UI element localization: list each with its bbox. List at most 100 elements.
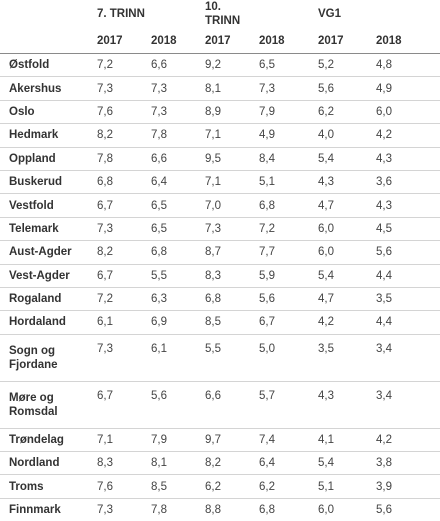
- value-cell: 4,3: [376, 147, 440, 170]
- region-name: Hedmark: [0, 124, 97, 147]
- value-cell: 4,3: [376, 194, 440, 217]
- value-cell: 5,0: [259, 334, 318, 381]
- region-name: Troms: [0, 475, 97, 498]
- value-cell: 4,8: [376, 54, 440, 77]
- value-cell: 3,9: [376, 475, 440, 498]
- value-cell: 6,0: [318, 217, 376, 240]
- value-cell: 4,9: [259, 124, 318, 147]
- region-name: Aust-Agder: [0, 241, 97, 264]
- value-cell: 5,1: [259, 170, 318, 193]
- group-header-spacer: [151, 0, 205, 28]
- group-header-spacer: [259, 0, 318, 28]
- region-name: Østfold: [0, 54, 97, 77]
- region-name: Sogn og Fjordane: [0, 334, 97, 381]
- group-header-10-trinn: 10. TRINN: [205, 0, 259, 28]
- value-cell: 5,4: [318, 147, 376, 170]
- value-cell: 5,6: [318, 77, 376, 100]
- value-cell: 4,4: [376, 311, 440, 334]
- value-cell: 7,8: [97, 147, 151, 170]
- value-cell: 4,2: [376, 124, 440, 147]
- value-cell: 7,3: [97, 334, 151, 381]
- value-cell: 6,7: [97, 381, 151, 428]
- value-cell: 6,6: [205, 381, 259, 428]
- region-name: Hordaland: [0, 311, 97, 334]
- value-cell: 4,7: [318, 194, 376, 217]
- group-header-vg1: VG1: [318, 0, 376, 28]
- value-cell: 4,3: [318, 381, 376, 428]
- value-cell: 7,6: [97, 100, 151, 123]
- value-cell: 6,6: [151, 54, 205, 77]
- value-cell: 9,5: [205, 147, 259, 170]
- value-cell: 7,3: [97, 77, 151, 100]
- region-name: Rogaland: [0, 287, 97, 310]
- value-cell: 6,8: [97, 170, 151, 193]
- value-cell: 8,1: [205, 77, 259, 100]
- year-header: 2017: [97, 28, 151, 54]
- value-cell: 6,2: [318, 100, 376, 123]
- value-cell: 6,5: [259, 54, 318, 77]
- value-cell: 9,2: [205, 54, 259, 77]
- value-cell: 6,9: [151, 311, 205, 334]
- value-cell: 7,3: [97, 217, 151, 240]
- value-cell: 7,0: [205, 194, 259, 217]
- value-cell: 6,4: [151, 170, 205, 193]
- value-cell: 6,6: [151, 147, 205, 170]
- value-cell: 7,1: [97, 428, 151, 451]
- value-cell: 6,7: [259, 311, 318, 334]
- value-cell: 5,6: [376, 241, 440, 264]
- value-cell: 7,3: [151, 77, 205, 100]
- value-cell: 4,1: [318, 428, 376, 451]
- year-header: 2017: [205, 28, 259, 54]
- value-cell: 5,6: [259, 287, 318, 310]
- region-name: Akershus: [0, 77, 97, 100]
- value-cell: 6,1: [151, 334, 205, 381]
- value-cell: 8,7: [205, 241, 259, 264]
- value-cell: 7,4: [259, 428, 318, 451]
- value-cell: 8,3: [97, 452, 151, 475]
- value-cell: 8,2: [205, 452, 259, 475]
- value-cell: 6,7: [97, 264, 151, 287]
- value-cell: 5,1: [318, 475, 376, 498]
- year-header: 2018: [151, 28, 205, 54]
- year-header-empty: [0, 28, 97, 54]
- group-header-row: 7. TRINN 10. TRINN VG1: [0, 0, 440, 28]
- value-cell: 9,7: [205, 428, 259, 451]
- value-cell: 5,9: [259, 264, 318, 287]
- value-cell: 4,9: [376, 77, 440, 100]
- value-cell: 4,5: [376, 217, 440, 240]
- value-cell: 7,1: [205, 170, 259, 193]
- value-cell: 8,3: [205, 264, 259, 287]
- value-cell: 4,4: [376, 264, 440, 287]
- value-cell: 8,4: [259, 147, 318, 170]
- value-cell: 6,7: [97, 194, 151, 217]
- year-header: 2017: [318, 28, 376, 54]
- value-cell: 5,7: [259, 381, 318, 428]
- value-cell: 6,8: [151, 241, 205, 264]
- value-cell: 7,2: [259, 217, 318, 240]
- region-name: Vest-Agder: [0, 264, 97, 287]
- value-cell: 7,7: [259, 241, 318, 264]
- value-cell: 3,5: [318, 334, 376, 381]
- year-header: 2018: [259, 28, 318, 54]
- region-name: Oppland: [0, 147, 97, 170]
- value-cell: 6,3: [151, 287, 205, 310]
- value-cell: 8,5: [205, 311, 259, 334]
- value-cell: 7,3: [205, 217, 259, 240]
- value-cell: 6,8: [205, 287, 259, 310]
- table-header: 7. TRINN 10. TRINN VG1 2017 2018 2017 20…: [0, 0, 440, 54]
- value-cell: 4,2: [318, 311, 376, 334]
- value-cell: 3,4: [376, 334, 440, 381]
- value-cell: 6,1: [97, 311, 151, 334]
